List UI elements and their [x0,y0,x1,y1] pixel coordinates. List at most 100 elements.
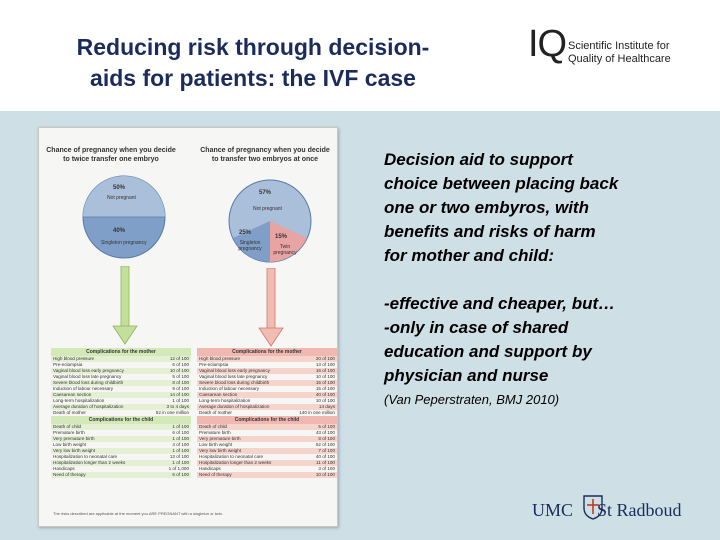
table-cell-label: Premature birth [199,430,231,435]
left-pie-top-pct: 50% [113,185,126,191]
table-cell-value: 15 of 100 [315,386,335,391]
table-row: Caesarean section 40 of 100 [197,392,337,398]
desc-line-3: one or two embyros, with [384,198,589,217]
citation: (Van Peperstraten, BMJ 2010) [384,392,560,407]
table-row: Hospitalization to neonatal care 13 of 10… [51,454,191,460]
table-row: Need of therapy 6 of 100 [51,472,191,478]
desc-spacer [384,268,684,292]
table-cell-value: 16 of 100 [315,368,335,373]
right-pie-right-label: Twin pregnancy [273,244,297,256]
table-cell-label: High blood pressure [199,356,241,361]
left-pie-bottom-label: Singleton pregnancy [101,240,147,246]
table-row: Pre-eclampsia 13 of 100 [197,362,337,368]
desc-line-9: physician and nurse [384,366,549,385]
table-cell-label: Vaginal blood loss late pregnancy [199,374,268,379]
table-cell-label: Severe blood loss during childbirth [199,380,270,385]
table-row: Handicaps 1 of 1,000 [51,466,191,472]
table-row: Average duration of hospitalization 3 to … [51,404,191,410]
table-row: Long-term hospitalization 1 of 100 [51,398,191,404]
table-cell-label: Very premature birth [53,436,95,441]
title-line-2: aids for patients: the IVF case [90,65,416,91]
table-cell-label: Premature birth [53,430,85,435]
table-row: Very low birth weight 1 of 100 [51,448,191,454]
table-cell-value: 8 of 100 [318,436,335,441]
table-cell-value: 10 of 100 [315,472,335,477]
description-text: Decision aid to support choice between p… [384,148,684,388]
table-row: Vaginal blood loss late pregnancy 5 of 10… [51,374,191,380]
table-cell-label: Average duration of hospitalization [53,404,124,409]
table-cell-value: 10 of 100 [315,374,335,379]
table-cell-value: 43 of 100 [315,430,335,435]
table-cell-value: 52 of 100 [315,442,335,447]
table-row: Very low birth weight 7 of 100 [197,448,337,454]
table-cell-label: Average duration of hospitalization [199,404,270,409]
table-cell-label: Hospitalization longer than 2 weeks [199,460,272,465]
iq-logo-line-2: Quality of Healthcare [568,53,671,65]
umc-logo-left: UMC [532,500,574,520]
table-cell-value: 8 of 100 [172,380,189,385]
title-line-1: Reducing risk through decision- [76,34,430,60]
table-cell-value: 6 of 100 [172,472,189,477]
document-footnote: The risks described are applicable at th… [53,511,224,516]
table-row: Death of child 5 of 100 [197,424,337,430]
table-row: Hospitalization to neonatal care 40 of 10… [197,454,337,460]
table-cell-label: Vaginal blood loss early pregnancy [53,368,124,373]
right-down-arrow [258,268,284,347]
table-cell-label: Vaginal blood loss early pregnancy [199,368,270,373]
table-cell-label: Pre-eclampsia [53,362,83,367]
desc-line-1: Decision aid to support [384,150,573,169]
table-cell-label: Hospitalization to neonatal care [199,454,264,459]
table-row: Vaginal blood loss early pregnancy 10 of … [51,368,191,374]
right-pie-left-pct: 25% [239,230,252,236]
right-mother-rows: High blood pressure 20 of 100 Pre-eclampsi… [197,356,337,416]
table-cell-label: Induction of labour necessary [53,386,114,391]
desc-line-6: -effective and cheaper, but… [384,294,616,313]
table-row: Hospitalization longer than 2 weeks 1 of … [51,460,191,466]
table-cell-value: 1 of 100 [172,460,189,465]
table-cell-value: 15 of 100 [315,380,335,385]
table-row: Long-term hospitalization 10 of 100 [197,398,337,404]
table-cell-value: 7 of 100 [318,448,335,453]
left-pie-bottom-pct: 40% [113,228,126,234]
table-cell-value: 1 of 100 [172,436,189,441]
table-row: Induction of labour necessary 15 of 100 [197,386,337,392]
desc-line-7: -only in case of shared [384,318,569,337]
right-pie-chart [228,179,312,263]
table-row: Handicaps 3 of 100 [197,466,337,472]
table-cell-label: Very low birth weight [199,448,242,453]
table-cell-label: Pre-eclampsia [199,362,229,367]
table-row: Vaginal blood loss early pregnancy 16 of … [197,368,337,374]
table-row: Low birth weight 52 of 100 [197,442,337,448]
table-cell-value: 1 of 100 [172,448,189,453]
desc-line-5: for mother and child: [384,246,554,265]
iq-logo-mark: IQ [528,23,567,65]
table-cell-value: 10 of 100 [169,368,189,373]
umc-logo-text: UMC St Radboud [532,500,682,521]
table-row: High blood pressure 20 of 100 [197,356,337,362]
left-pie-chart [82,175,166,259]
right-child-rows: Death of child 5 of 100 Premature birth 43 … [197,424,337,478]
right-pie-top-pct: 57% [259,190,272,196]
table-cell-label: Handicaps [53,466,75,471]
desc-line-8: education and support by [384,342,592,361]
table-cell-value: 14 days [318,404,335,409]
table-cell-value: 1 of 100 [172,424,189,429]
iq-logo-text: Scientific Institute for Quality of Heal… [568,40,671,66]
table-cell-value: 12 of 100 [169,356,189,361]
table-cell-value: 5 of 100 [318,424,335,429]
table-cell-label: Severe blood loss during childbirth [53,380,124,385]
decision-aid-document: Chance of pregnancy when you decide to t… [38,127,338,527]
right-pie-right-pct: 15% [275,234,288,240]
table-cell-label: Death of mother [199,410,232,415]
table-row: Hospitalization longer than 2 weeks 11 of… [197,460,337,466]
table-cell-value: 13 of 100 [169,454,189,459]
left-mother-rows: High blood pressure 12 of 100 Pre-eclampsi… [51,356,191,416]
table-row: Pre-eclampsia 6 of 100 [51,362,191,368]
radboud-seal-icon [583,495,603,520]
table-row: Very premature birth 1 of 100 [51,436,191,442]
table-row: Average duration of hospitalization 14 da… [197,404,337,410]
table-cell-label: Long-term hospitalization [53,398,105,403]
table-cell-label: Death of child [53,424,82,429]
umc-logo-right: St Radboud [597,500,682,520]
table-cell-label: Induction of labour necessary [199,386,260,391]
